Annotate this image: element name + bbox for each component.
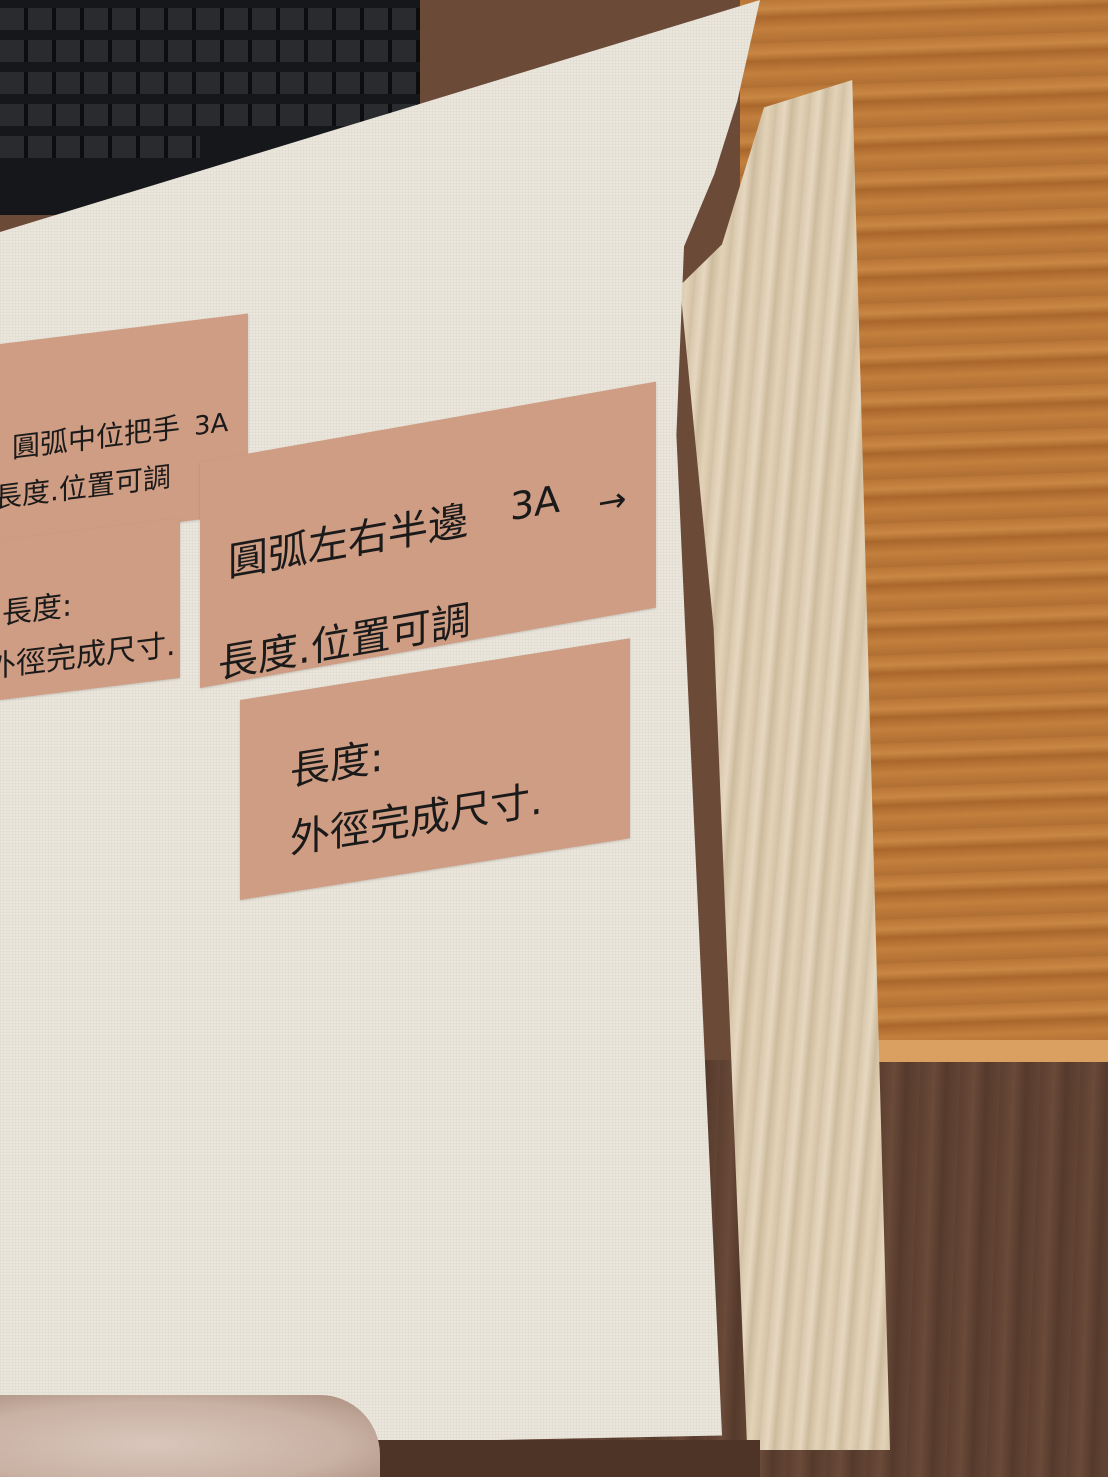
label-text: 圓弧左右半邊 — [228, 497, 468, 587]
label-text: 長度: — [290, 734, 384, 796]
keyboard-row — [0, 8, 420, 30]
label-text: 外徑完成尺寸. — [290, 777, 543, 864]
label-text: 圓弧中位把手 — [12, 410, 181, 465]
label-text: 長度: — [2, 588, 73, 632]
keyboard-row — [0, 104, 420, 126]
finger — [0, 1395, 380, 1477]
keyboard-row — [0, 72, 420, 94]
keyboard-row — [0, 40, 420, 62]
label-tag: 3A — [510, 476, 561, 530]
label-text: 長度.位置可調 — [0, 460, 171, 515]
keyboard-row — [0, 136, 200, 158]
handwritten-label: 長度: 外徑完成尺寸. — [0, 517, 180, 700]
arrow-icon: → — [598, 478, 627, 524]
label-tag: 3A — [194, 407, 229, 443]
label-text: 外徑完成尺寸. — [0, 627, 176, 686]
counter-edge — [850, 1040, 1108, 1062]
